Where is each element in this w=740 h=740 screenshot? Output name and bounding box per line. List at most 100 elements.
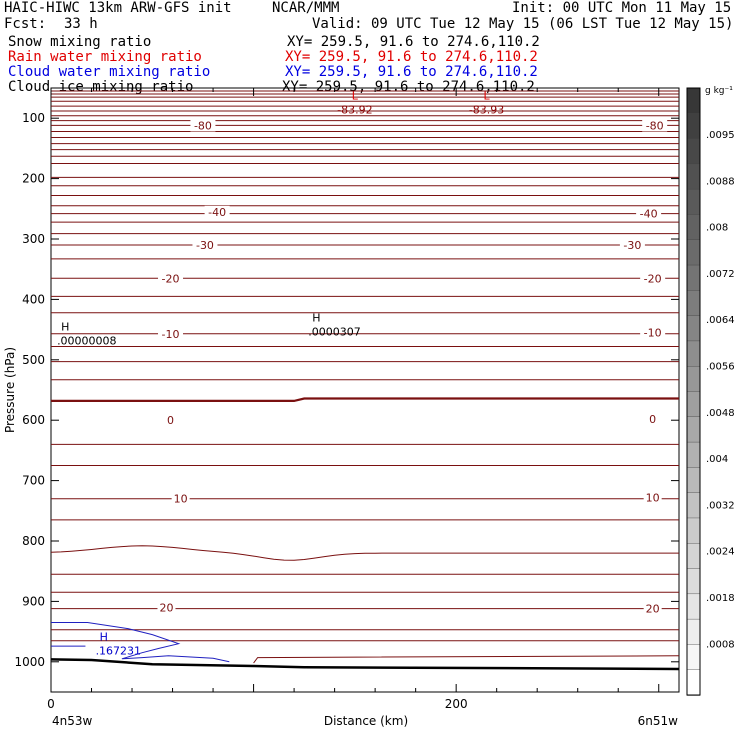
colorbar-swatch — [686, 87, 701, 114]
colorbar-swatch — [686, 138, 701, 165]
x-tick-label-0: 0 — [47, 697, 55, 711]
extremum-value: .0000307 — [308, 326, 361, 339]
extremum-marker: H — [61, 321, 69, 334]
cloud-water-contours — [51, 622, 230, 663]
contour-label-bg — [647, 412, 659, 425]
colorbar-tick-label: .0018 — [706, 593, 735, 604]
contour-label-bg — [636, 207, 662, 220]
terrain-surface — [50, 658, 680, 671]
extremum-value: -83.92 — [337, 103, 372, 116]
fcst-label: Fcst: — [4, 16, 47, 32]
cloud-water-contour — [51, 622, 230, 663]
extremum-value: .167231 — [96, 645, 142, 658]
colorbar-swatch — [686, 543, 701, 570]
x-end-label: 6n51w — [638, 714, 679, 728]
contour-label: -80 — [194, 119, 212, 132]
x-start-label: 4n53w — [52, 714, 93, 728]
colorbar-tick-label: .0072 — [706, 269, 735, 280]
y-tick-label-500: 500 — [22, 353, 45, 367]
colorbar-tick-label: .0024 — [706, 547, 735, 558]
y-tick-label-900: 900 — [22, 594, 45, 608]
temperature-contour — [50, 545, 679, 561]
x-tick-label-200: 200 — [445, 697, 468, 711]
colorbar-swatch — [686, 593, 701, 620]
colorbar-tick-label: .0088 — [706, 176, 735, 187]
colorbar-swatch — [686, 366, 701, 393]
contour-label: -40 — [640, 208, 658, 221]
contour-label: -20 — [644, 272, 662, 285]
colorbar-swatch — [686, 163, 701, 190]
contour-label-bg — [642, 119, 668, 132]
colorbar-swatch — [686, 214, 701, 241]
y-tick-label-600: 600 — [22, 413, 45, 427]
temperature-contour — [253, 655, 680, 664]
y-tick-label-800: 800 — [22, 534, 45, 548]
colorbar: .0095 .0088 .008 .0072 .0064 .0056 .0048 .004 .0… — [686, 87, 735, 696]
field-xy-rain: XY= 259.5, 91.6 to 274.6,110.2 — [285, 49, 538, 65]
contour-label-bg — [165, 414, 177, 427]
colorbar-swatch — [686, 113, 701, 140]
y-axis-label: Pressure (hPa) — [3, 347, 17, 433]
extremum-marker: H — [100, 631, 108, 644]
colorbar-frame — [686, 87, 701, 696]
colorbar-tick-label: .0095 — [706, 130, 735, 141]
y-tick-label-1000: 1000 — [14, 655, 45, 669]
contour-label: -40 — [208, 206, 226, 219]
contour-label-bg — [158, 327, 184, 340]
colorbar-tick-label: .004 — [706, 454, 728, 465]
y-tick-label-200: 200 — [22, 172, 45, 186]
contour-label-bg — [643, 602, 662, 615]
contour-label: 0 — [649, 413, 656, 426]
contour-label-bg — [158, 272, 184, 285]
contour-label: 10 — [174, 493, 188, 506]
contour-label: 0 — [167, 414, 174, 427]
valid-time: Valid: 09 UTC Tue 12 May 15 (06 LST Tue … — [312, 16, 734, 32]
temperature-contours — [50, 90, 680, 664]
colorbar-tick-label: .0008 — [706, 639, 735, 650]
colorbar-tick-label: .0048 — [706, 408, 735, 419]
contour-label-bg — [157, 601, 176, 614]
contour-label-bg — [171, 492, 190, 505]
contour-label: -10 — [162, 328, 180, 341]
colorbar-swatch — [686, 441, 701, 469]
colorbar-swatch — [686, 264, 701, 292]
colorbar-tick-label: .0056 — [706, 362, 735, 373]
y-tick-label-300: 300 — [22, 232, 45, 246]
colorbar-swatch — [686, 492, 701, 519]
field-xy-cloud-water: XY= 259.5, 91.6 to 274.6,110.2 — [285, 64, 538, 80]
init-time: Init: 00 UTC Mon 11 May 15 — [512, 0, 732, 16]
colorbar-swatch — [686, 290, 701, 317]
temperature-contour — [51, 397, 679, 402]
contour-label: -80 — [646, 119, 664, 132]
contour-label-bg — [204, 205, 230, 218]
contour-label-bg — [640, 326, 666, 339]
field-name-snow: Snow mixing ratio — [8, 34, 152, 50]
colorbar-swatch — [686, 669, 701, 696]
extremum-value: .00000008 — [57, 335, 117, 348]
colorbar-swatch — [686, 416, 701, 443]
colorbar-tick-label: .008 — [706, 223, 728, 234]
colorbar-swatch — [686, 568, 701, 595]
field-xy-snow: XY= 259.5, 91.6 to 274.6,110.2 — [287, 34, 540, 50]
contour-label: -30 — [623, 239, 641, 252]
plot-area — [50, 87, 680, 693]
colorbar-tick-label: .0032 — [706, 500, 735, 511]
contour-label: 20 — [159, 601, 173, 614]
contour-label: -20 — [162, 272, 180, 285]
colorbar-swatch — [686, 315, 701, 342]
org-label: NCAR/MMM — [272, 0, 340, 16]
fcst-value: 33 h — [64, 16, 98, 32]
contour-label-bg — [192, 239, 218, 252]
terrain-line — [50, 658, 680, 671]
extremum-value: -83.93 — [469, 103, 504, 116]
extremum-marker: L — [352, 89, 359, 102]
field-name-rain: Rain water mixing ratio — [8, 49, 202, 65]
colorbar-unit: g kg⁻¹ — [705, 86, 733, 96]
contour-label: -10 — [644, 327, 662, 340]
contour-label-bg — [640, 272, 666, 285]
colorbar-swatch — [686, 391, 701, 418]
field-name-cloud-water: Cloud water mixing ratio — [8, 64, 211, 80]
contour-labels: -80 -80 -40 -40 -30 -30 -20 -20 -10 -10 0 0 10 10 20 20… — [57, 89, 668, 658]
